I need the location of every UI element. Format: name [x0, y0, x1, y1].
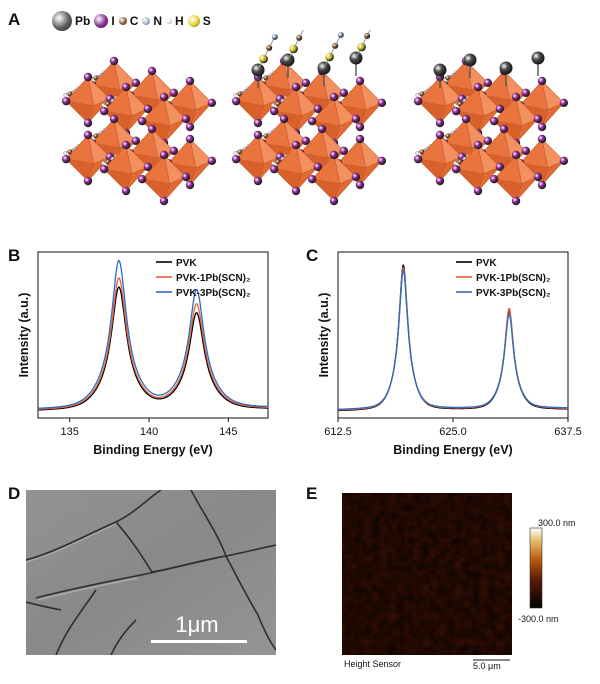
panel-label-c: C	[306, 246, 319, 265]
x-tick-label: 145	[219, 426, 237, 438]
series-line-0	[338, 264, 569, 412]
y-axis-label: Intensity (a.u.)	[317, 293, 331, 378]
x-tick-label: 625.0	[439, 426, 467, 438]
afm-caption: Height Sensor	[344, 659, 401, 669]
afm-image: 300.0 nm -300.0 nm Height Sensor 5.0 μm	[342, 493, 576, 671]
afm-map-texture	[342, 493, 512, 655]
structure-scn-adsorbed	[231, 30, 387, 206]
afm-scale-label: 5.0 μm	[473, 661, 501, 671]
xps-chart-b: 135 140 145 Binding Energy (eV) Intensity (a…	[17, 251, 269, 457]
crystal-structures	[61, 30, 569, 206]
series-line-2	[337, 269, 568, 410]
x-tick-label: 612.5	[324, 426, 352, 438]
grain-boundaries	[26, 490, 276, 655]
atom-icon	[118, 17, 127, 25]
y-axis-label: Intensity (a.u.)	[17, 293, 31, 378]
afm-cbar-min: -300.0 nm	[518, 614, 559, 624]
atom-legend: Pb I C N H S	[52, 10, 215, 32]
atom-icon	[166, 18, 173, 24]
x-tick-label: 140	[140, 426, 158, 438]
panel-label-b: B	[8, 246, 21, 265]
legend-atom-i: I	[94, 14, 115, 28]
structure-pb-adsorbed	[413, 51, 569, 206]
x-axis-label: Binding Energy (eV)	[93, 443, 212, 457]
legend-atom-h: H	[166, 14, 184, 28]
structure-pristine	[61, 56, 217, 206]
plot-frame	[37, 251, 269, 419]
sem-scale-bar	[151, 640, 247, 643]
series-line-2	[37, 259, 269, 409]
atom-icon	[94, 14, 109, 28]
legend-entry: PVK-3Pb(SCN)₂	[476, 288, 550, 299]
panel-label-d: D	[8, 484, 21, 503]
legend-entry: PVK-3Pb(SCN)₂	[176, 288, 250, 299]
legend-atom-n: N	[142, 14, 162, 28]
sem-image: 1μm	[26, 490, 276, 655]
legend-atom-label: C	[129, 14, 139, 28]
x-tick-label: 637.5	[554, 426, 582, 438]
legend-atom-label: I	[111, 14, 115, 28]
atom-icon	[52, 11, 72, 31]
series-line-1	[38, 277, 268, 410]
afm-colorbar	[529, 527, 543, 609]
x-tick-label: 135	[61, 426, 79, 438]
xps-chart-c: 612.5 625.0 637.5 Binding Energy (eV) Intens…	[317, 251, 582, 457]
legend-atom-label: H	[175, 14, 184, 28]
legend-entry: PVK-1Pb(SCN)₂	[476, 273, 550, 284]
legend-entry: PVK	[476, 258, 497, 269]
sem-scale-label: 1μm	[175, 612, 218, 637]
legend-atom-label: N	[153, 14, 163, 28]
panel-label-e: E	[306, 484, 318, 503]
panel-label-a: A	[8, 10, 21, 29]
atom-icon	[142, 17, 151, 25]
legend-atom-label: S	[202, 14, 211, 28]
legend-entry: PVK	[176, 258, 197, 269]
atom-icon	[187, 15, 200, 27]
x-axis-label: Binding Energy (eV)	[393, 443, 512, 457]
legend-atom-c: C	[118, 14, 139, 28]
legend-entry: PVK-1Pb(SCN)₂	[176, 273, 250, 284]
legend-atom-s: S	[187, 14, 211, 28]
series-line-0	[38, 286, 268, 411]
legend-atom-label: Pb	[75, 14, 91, 28]
afm-cbar-max: 300.0 nm	[538, 518, 576, 528]
legend-atom-pb: Pb	[52, 11, 90, 31]
